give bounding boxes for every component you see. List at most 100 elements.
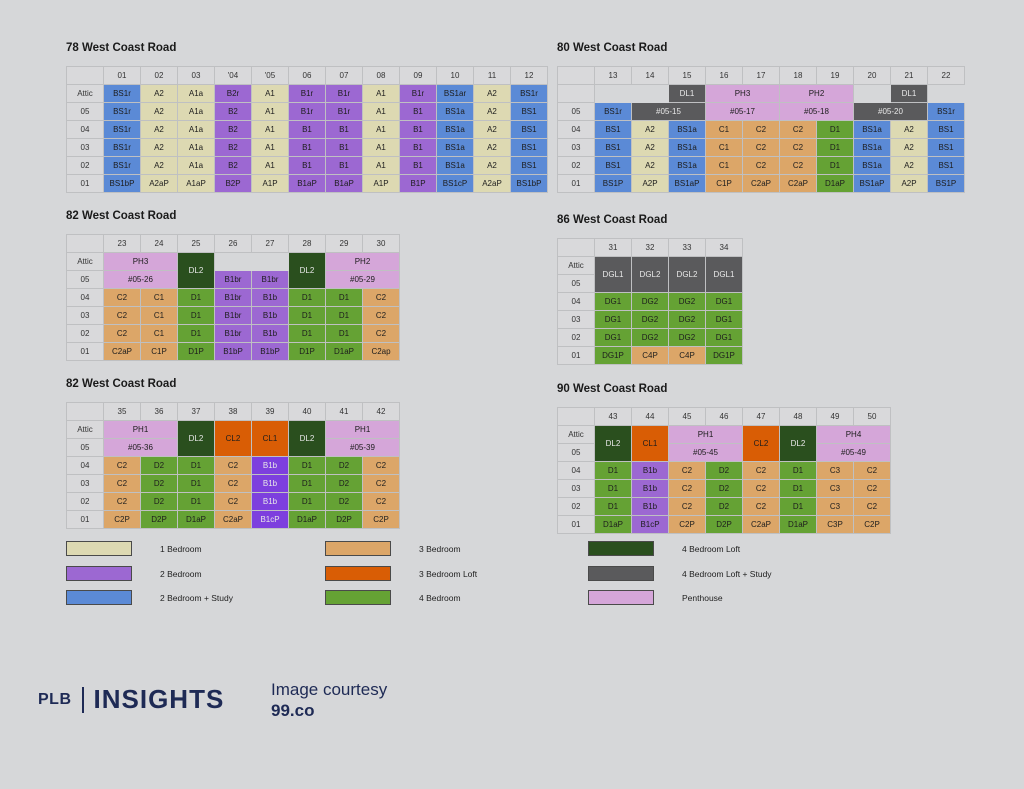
unit-cell: DG1 <box>705 292 743 311</box>
floor-label: 03 <box>557 479 595 498</box>
unit-cell: DG2 <box>631 292 669 311</box>
unit-cell: A1P <box>251 174 289 193</box>
unit-cell: C2 <box>362 306 400 325</box>
legend-item-4-bedroom: 4 Bedroom <box>325 590 461 605</box>
unit-cell: C3P <box>816 515 854 534</box>
unit-cell: BS1a <box>853 138 891 157</box>
legend-item-4-bedroom-loft-study: 4 Bedroom Loft + Study <box>588 566 772 581</box>
legend-swatch <box>588 541 654 556</box>
unit-cell: B1b <box>631 479 669 498</box>
stack-number: 21 <box>890 66 928 85</box>
unit-cell: B1 <box>399 102 437 121</box>
legend-swatch <box>588 566 654 581</box>
legend-label: 2 Bedroom <box>160 568 202 579</box>
unit-cell: B1 <box>325 120 363 139</box>
floor-label: 05 <box>557 102 595 121</box>
unit-cell: C2 <box>103 324 141 343</box>
unit-grid-86: 31 32 33 34 Attic DGL1 DGL2 DGL2 DGL1 05 04 DG1 DG2 D… <box>557 238 743 365</box>
unit-cell: #05-20 <box>853 102 928 121</box>
block-title-80: 80 West Coast Road <box>557 42 668 54</box>
unit-cell: A2 <box>631 120 669 139</box>
unit-cell: A1P <box>362 174 400 193</box>
unit-cell: DL2 <box>779 425 817 462</box>
unit-cell: C2aP <box>779 174 817 193</box>
floor-label: 03 <box>557 138 595 157</box>
stack-number: 24 <box>140 234 178 253</box>
unit-cell: C2 <box>362 492 400 511</box>
unit-cell: PH3 <box>705 84 780 103</box>
stack-number: 39 <box>251 402 289 421</box>
unit-cell: C2 <box>362 474 400 493</box>
floor-label: 02 <box>66 156 104 175</box>
unit-cell: BS1a <box>853 156 891 175</box>
unit-cell: B1b <box>251 306 289 325</box>
legend-label: 3 Bedroom Loft <box>419 568 478 579</box>
unit-cell: B2 <box>214 102 252 121</box>
unit-cell: C2 <box>853 479 891 498</box>
floor-label: 01 <box>66 174 104 193</box>
unit-cell: C2P <box>103 510 141 529</box>
unit-cell: D2P <box>325 510 363 529</box>
unit-cell: A1 <box>362 120 400 139</box>
stack-number: 14 <box>631 66 669 85</box>
unit-cell: #05-17 <box>705 102 780 121</box>
unit-cell: DG2 <box>668 292 706 311</box>
unit-cell: D1 <box>288 456 326 475</box>
unit-cell: B2P <box>214 174 252 193</box>
unit-cell: BS1a <box>436 156 474 175</box>
unit-cell: D1 <box>779 461 817 480</box>
unit-cell: C2 <box>742 461 780 480</box>
unit-cell: A2 <box>473 84 511 103</box>
legend-label: 4 Bedroom <box>419 592 461 603</box>
unit-grid-78: 01 02 03'04'05 06 07 08 09 10 11 12 Attic BS1r A2 A1a… <box>66 66 548 193</box>
stack-number: 35 <box>103 402 141 421</box>
stack-number: 07 <box>325 66 363 85</box>
unit-cell: D1 <box>288 306 326 325</box>
unit-cell: D2 <box>325 456 363 475</box>
unit-cell: CL1 <box>631 425 669 462</box>
unit-cell: B2r <box>214 84 252 103</box>
unit-cell: PH1 <box>325 420 400 439</box>
unit-cell: A2 <box>140 84 178 103</box>
unit-cell: #05-15 <box>631 102 706 121</box>
floor-label: 04 <box>557 292 595 311</box>
stack-number: 32 <box>631 238 669 257</box>
unit-cell: D1aP <box>288 510 326 529</box>
unit-cell: BS1P <box>927 174 965 193</box>
unit-cell: B1br <box>214 306 252 325</box>
unit-cell: C2 <box>668 497 706 516</box>
stack-number: 41 <box>325 402 363 421</box>
unit-cell: BS1 <box>594 156 632 175</box>
unit-cell: C2 <box>103 288 141 307</box>
unit-cell: DL1 <box>668 84 706 103</box>
unit-cell: D2 <box>140 456 178 475</box>
stack-number: 19 <box>816 66 854 85</box>
block-title-78: 78 West Coast Road <box>66 42 177 54</box>
unit-cell: C1 <box>705 120 743 139</box>
legend-label: 1 Bedroom <box>160 543 202 554</box>
unit-cell: A1 <box>362 156 400 175</box>
logo-divider <box>81 686 84 713</box>
unit-cell: C2 <box>103 456 141 475</box>
unit-cell: PH4 <box>816 425 891 444</box>
unit-cell: PH1 <box>103 420 178 439</box>
unit-cell: D1 <box>816 156 854 175</box>
floor-label: 01 <box>557 346 595 365</box>
unit-cell: C2 <box>779 138 817 157</box>
unit-cell: A1 <box>362 84 400 103</box>
unit-cell: DG1P <box>594 346 632 365</box>
unit-cell: #05-36 <box>103 438 178 457</box>
stack-number: 49 <box>816 407 854 426</box>
legend-label: 2 Bedroom + Study <box>160 592 234 603</box>
unit-cell: BS1 <box>927 138 965 157</box>
unit-cell: #05-26 <box>103 270 178 289</box>
stack-number: 25 <box>177 234 215 253</box>
floor-label: 04 <box>66 288 104 307</box>
unit-cell: B1b <box>251 492 289 511</box>
unit-cell: A2P <box>631 174 669 193</box>
unit-cell: A2 <box>473 120 511 139</box>
unit-cell: DG2 <box>631 328 669 347</box>
unit-cell: D1 <box>177 456 215 475</box>
unit-cell: D1 <box>325 306 363 325</box>
unit-cell: C1 <box>705 156 743 175</box>
